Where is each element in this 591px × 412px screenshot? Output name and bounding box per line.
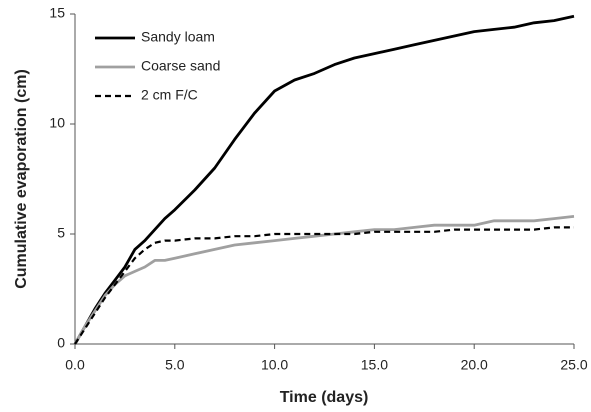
series-line	[73, 215, 575, 345]
y-tick-label: 10	[49, 115, 65, 131]
legend-label: Coarse sand	[141, 58, 220, 74]
series-line	[74, 226, 574, 345]
y-tick-label: 15	[49, 5, 65, 21]
x-tick-label: 15.0	[361, 357, 388, 373]
x-tick-label: 20.0	[461, 357, 488, 373]
x-axis-title: Time (days)	[280, 389, 369, 406]
y-axis-title: Cumulative evaporation (cm)	[13, 69, 30, 289]
x-tick-label: 25.0	[560, 357, 587, 373]
series-line	[73, 14, 575, 345]
y-tick-label: 5	[57, 225, 65, 241]
x-tick-label: 5.0	[165, 357, 185, 373]
y-tick-label: 0	[57, 335, 65, 351]
x-tick-label: 0.0	[65, 357, 85, 373]
legend-label: 2 cm F/C	[141, 87, 198, 103]
x-tick-label: 10.0	[261, 357, 288, 373]
legend-label: Sandy loam	[141, 29, 215, 45]
